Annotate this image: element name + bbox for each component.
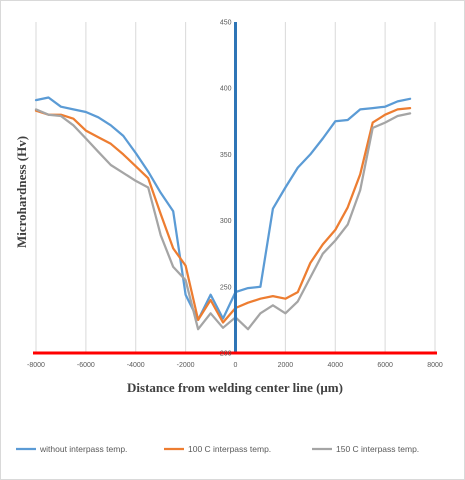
x-tick-label-1: -6000 (77, 362, 95, 369)
x-axis-title: Distance from welding center line (μm) (127, 380, 343, 395)
y-tick-label-2: 300 (220, 218, 232, 225)
y-tick-label-5: 450 (220, 20, 232, 27)
x-tick-label-8: 8000 (427, 362, 443, 369)
y-tick-labels: 200 250 300 350 400 450 (220, 20, 232, 358)
series-lines (34, 96, 412, 331)
legend-label-2: 150 C interpass temp. (336, 444, 419, 454)
x-tick-label-7: 6000 (377, 362, 393, 369)
x-tick-label-0: -8000 (27, 362, 45, 369)
y-axis-title: Microhardness (Hv) (14, 136, 29, 248)
y-tick-label-3: 350 (220, 152, 232, 159)
x-tick-label-3: -2000 (177, 362, 195, 369)
legend: without interpass temp. 100 C interpass t… (16, 444, 419, 454)
x-tick-labels: -8000 -6000 -4000 -2000 0 2000 4000 6000 8000 (27, 362, 443, 369)
x-tick-label-6: 4000 (327, 362, 343, 369)
legend-label-1: 100 C interpass temp. (188, 444, 271, 454)
y-tick-label-4: 400 (220, 86, 232, 93)
y-tick-label-1: 250 (220, 284, 232, 291)
legend-label-0: without interpass temp. (39, 444, 127, 454)
series-line-1 (34, 106, 412, 324)
series-line-2 (34, 108, 412, 331)
reference-lines (33, 22, 437, 355)
series-line-0 (34, 96, 412, 322)
y-tick-label-0: 200 (220, 351, 232, 358)
x-tick-label-5: 2000 (278, 362, 294, 369)
x-tick-label-4: 0 (234, 362, 238, 369)
x-tick-label-2: -4000 (127, 362, 145, 369)
